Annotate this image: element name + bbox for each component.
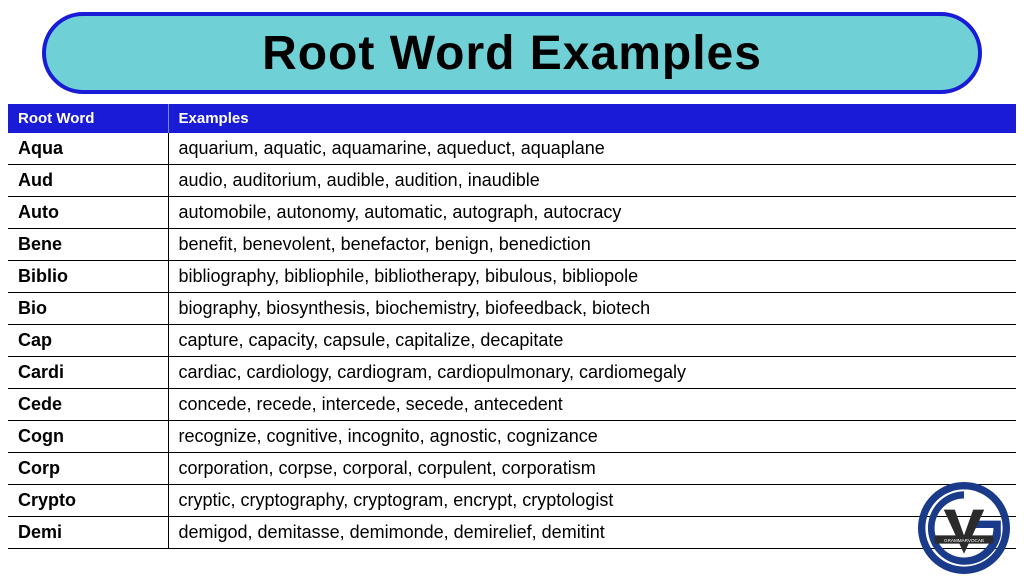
root-word-table: Root Word Examples Aquaaquarium, aquatic…	[8, 104, 1016, 549]
table-row: Autoautomobile, autonomy, automatic, aut…	[8, 197, 1016, 229]
table-row: Audaudio, auditorium, audible, audition,…	[8, 165, 1016, 197]
table-row: Bibliobibliography, bibliophile, bibliot…	[8, 261, 1016, 293]
logo-banner-text: GRAMMARVOCAB	[944, 538, 984, 543]
examples-cell: cardiac, cardiology, cardiogram, cardiop…	[168, 357, 1016, 389]
root-word-cell: Bene	[8, 229, 168, 261]
examples-cell: audio, auditorium, audible, audition, in…	[168, 165, 1016, 197]
examples-cell: recognize, cognitive, incognito, agnosti…	[168, 421, 1016, 453]
root-word-cell: Biblio	[8, 261, 168, 293]
root-word-cell: Cogn	[8, 421, 168, 453]
root-word-cell: Aud	[8, 165, 168, 197]
examples-cell: demigod, demitasse, demimonde, demirelie…	[168, 517, 1016, 549]
table-row: Cryptocryptic, cryptography, cryptogram,…	[8, 485, 1016, 517]
table-row: Aquaaquarium, aquatic, aquamarine, aqued…	[8, 133, 1016, 165]
table-row: Cedeconcede, recede, intercede, secede, …	[8, 389, 1016, 421]
table-row: Cognrecognize, cognitive, incognito, agn…	[8, 421, 1016, 453]
examples-cell: automobile, autonomy, automatic, autogra…	[168, 197, 1016, 229]
table-row: Demidemigod, demitasse, demimonde, demir…	[8, 517, 1016, 549]
logo-g-icon	[928, 491, 1001, 565]
examples-cell: biography, biosynthesis, biochemistry, b…	[168, 293, 1016, 325]
brand-logo: GRAMMARVOCAB	[918, 482, 1010, 574]
root-word-cell: Cardi	[8, 357, 168, 389]
logo-v-icon	[944, 510, 984, 554]
root-word-cell: Cede	[8, 389, 168, 421]
root-word-cell: Crypto	[8, 485, 168, 517]
examples-cell: benefit, benevolent, benefactor, benign,…	[168, 229, 1016, 261]
table-row: Benebenefit, benevolent, benefactor, ben…	[8, 229, 1016, 261]
root-word-cell: Demi	[8, 517, 168, 549]
root-word-cell: Bio	[8, 293, 168, 325]
root-word-cell: Aqua	[8, 133, 168, 165]
table-row: Biobiography, biosynthesis, biochemistry…	[8, 293, 1016, 325]
examples-cell: capture, capacity, capsule, capitalize, …	[168, 325, 1016, 357]
table-row: Cardicardiac, cardiology, cardiogram, ca…	[8, 357, 1016, 389]
examples-cell: aquarium, aquatic, aquamarine, aqueduct,…	[168, 133, 1016, 165]
examples-cell: bibliography, bibliophile, bibliotherapy…	[168, 261, 1016, 293]
root-word-cell: Cap	[8, 325, 168, 357]
table-body: Aquaaquarium, aquatic, aquamarine, aqued…	[8, 133, 1016, 549]
examples-cell: corporation, corpse, corporal, corpulent…	[168, 453, 1016, 485]
table-row: Corpcorporation, corpse, corporal, corpu…	[8, 453, 1016, 485]
col-header-root: Root Word	[8, 104, 168, 133]
table-header-row: Root Word Examples	[8, 104, 1016, 133]
table-row: Capcapture, capacity, capsule, capitaliz…	[8, 325, 1016, 357]
examples-cell: cryptic, cryptography, cryptogram, encry…	[168, 485, 1016, 517]
page-title: Root Word Examples	[262, 26, 762, 81]
root-word-cell: Corp	[8, 453, 168, 485]
title-pill: Root Word Examples	[42, 12, 982, 94]
col-header-examples: Examples	[168, 104, 1016, 133]
examples-cell: concede, recede, intercede, secede, ante…	[168, 389, 1016, 421]
root-word-cell: Auto	[8, 197, 168, 229]
